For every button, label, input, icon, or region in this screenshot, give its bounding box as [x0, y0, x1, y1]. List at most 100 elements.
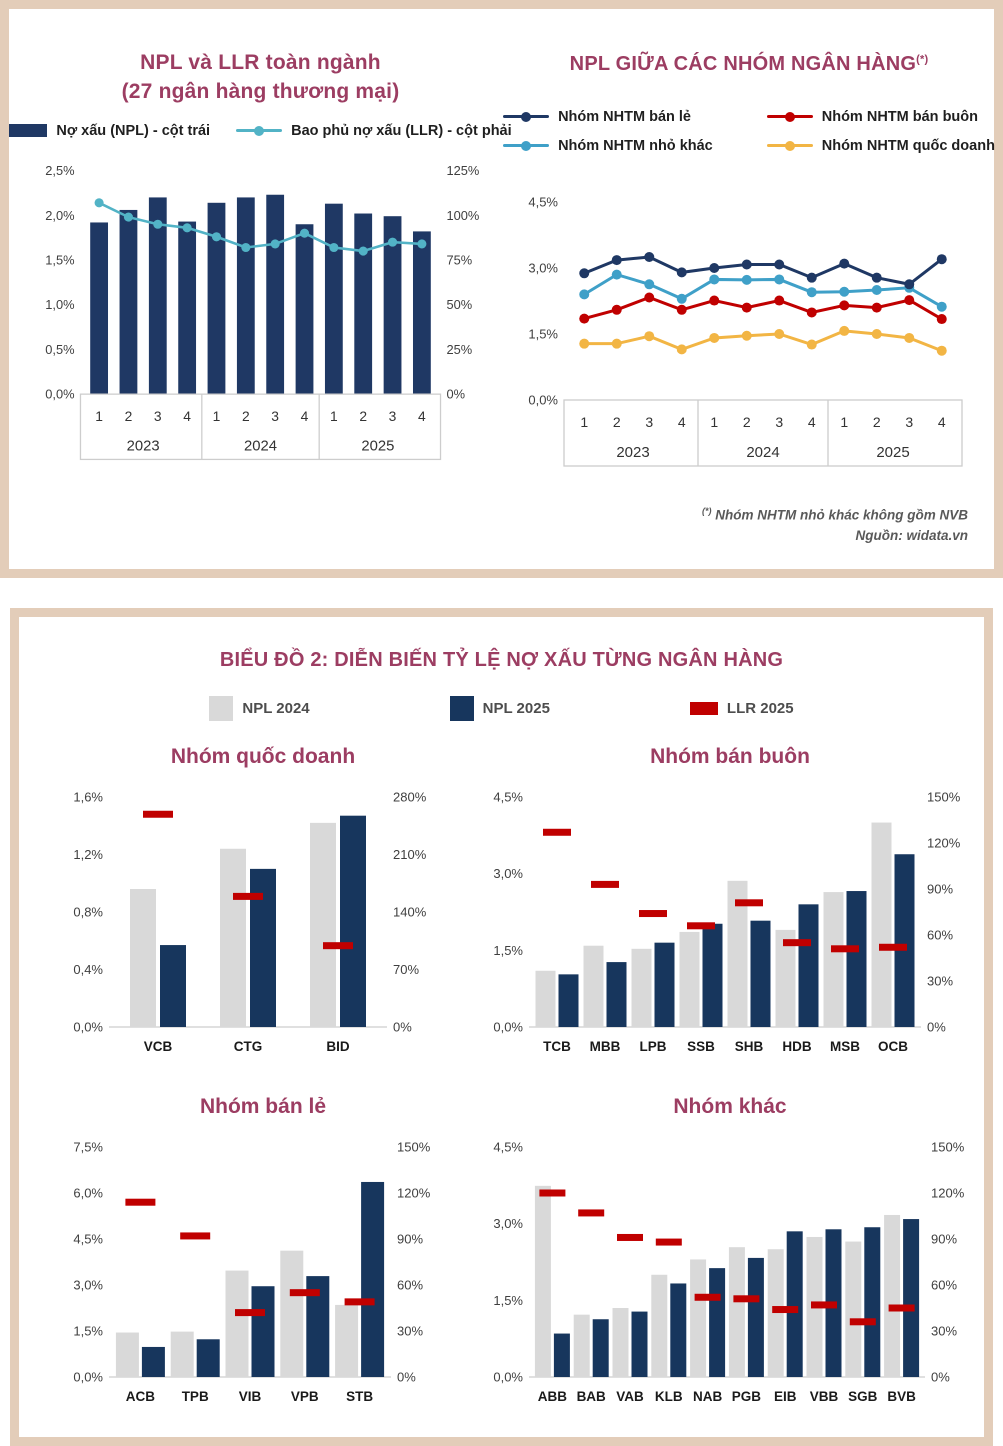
- svg-text:140%: 140%: [393, 905, 427, 920]
- svg-text:4: 4: [301, 408, 309, 424]
- svg-text:0%: 0%: [927, 1020, 946, 1035]
- svg-text:3,0%: 3,0%: [493, 1216, 523, 1231]
- figure-npl-groups: NPL GIỮA CÁC NHÓM NGÂN HÀNG(*) Nhóm NHTM…: [503, 51, 995, 482]
- legend-item: Nhóm NHTM bán lẻ: [503, 109, 713, 125]
- svg-text:1,5%: 1,5%: [45, 252, 74, 267]
- svg-text:30%: 30%: [397, 1324, 423, 1339]
- footnote-text: Nhóm NHTM nhỏ khác không gồm NVB: [711, 507, 968, 523]
- svg-text:2024: 2024: [244, 438, 277, 454]
- svg-text:EIB: EIB: [774, 1389, 797, 1404]
- svg-text:3: 3: [389, 408, 397, 424]
- figure-npl-llr-industry: NPL và LLR toàn ngành (27 ngân hàng thươ…: [9, 49, 512, 477]
- chart-title-industry-line1: NPL và LLR toàn ngành: [140, 51, 381, 74]
- chart-title-quoc-doanh: Nhóm quốc doanh: [170, 745, 356, 768]
- svg-text:0,0%: 0,0%: [493, 1020, 523, 1035]
- chart-quoc-doanh: 0,0% 0,4% 0,8% 1,2% 1,6% 0% 70% 140% 210% 280% VCB…: [47, 781, 479, 1077]
- chart-title-ban-le: Nhóm bán lẻ: [199, 1095, 326, 1118]
- chart-svg: 0,0% 1,5% 3,0% 4,5% 6,0% 7,5% 0% 30% 60% 90% 120% 1…: [73, 1140, 431, 1405]
- chart-svg: 0,0% 1,5% 3,0% 4,5% 1 2 3 4 2023 1 2 3 4 2024 1 2 3 4 2025: [528, 194, 963, 467]
- panel-industry-overview: NPL và LLR toàn ngành (27 ngân hàng thươ…: [0, 0, 1003, 578]
- panel-bank-npl-detail: BIỂU ĐỒ 2: DIỄN BIẾN TỶ LỆ NỢ XẤU TỪNG N…: [10, 608, 993, 1446]
- svg-text:125%: 125%: [446, 163, 479, 178]
- svg-text:SHB: SHB: [735, 1039, 764, 1054]
- svg-text:1: 1: [330, 408, 338, 424]
- svg-text:0%: 0%: [393, 1020, 412, 1035]
- svg-text:2: 2: [242, 408, 250, 424]
- legend-label: NPL 2025: [482, 700, 550, 717]
- svg-text:1,5%: 1,5%: [528, 326, 558, 341]
- figure-khac: Nhóm khác 0,0% 1,5% 3,0% 4,5% 0% 30% 60% 90% 120…: [481, 1095, 979, 1427]
- svg-text:3: 3: [271, 408, 279, 424]
- svg-text:VBB: VBB: [810, 1389, 839, 1404]
- svg-text:CTG: CTG: [234, 1039, 263, 1054]
- legend-swatch: [689, 702, 718, 715]
- legend-label: Nhóm NHTM bán lẻ: [558, 108, 691, 125]
- svg-text:2,5%: 2,5%: [45, 163, 74, 178]
- svg-text:100%: 100%: [446, 208, 479, 223]
- chart-svg: 0,0% 0,4% 0,8% 1,2% 1,6% 0% 70% 140% 210% 280% VCB…: [73, 790, 427, 1055]
- chart-title-ban-buon: Nhóm bán buôn: [650, 745, 810, 768]
- svg-text:LPB: LPB: [640, 1039, 667, 1054]
- chart-title-groups-sup: (*): [916, 53, 929, 66]
- svg-text:3,0%: 3,0%: [493, 866, 523, 881]
- svg-text:BID: BID: [326, 1039, 350, 1054]
- svg-text:0,0%: 0,0%: [528, 392, 558, 407]
- svg-text:60%: 60%: [397, 1278, 423, 1293]
- svg-text:60%: 60%: [927, 928, 953, 943]
- svg-text:0,0%: 0,0%: [73, 1020, 103, 1035]
- svg-text:60%: 60%: [931, 1278, 957, 1293]
- legend-label: Nhóm NHTM bán buôn: [821, 108, 979, 125]
- svg-text:MSB: MSB: [830, 1039, 860, 1054]
- svg-text:TPB: TPB: [182, 1389, 209, 1404]
- svg-text:1,5%: 1,5%: [73, 1324, 103, 1339]
- legend-label: Bao phủ nợ xấu (LLR) - cột phải: [291, 122, 512, 139]
- svg-text:25%: 25%: [446, 342, 472, 357]
- svg-text:4: 4: [678, 414, 686, 430]
- svg-text:1,6%: 1,6%: [73, 790, 103, 805]
- svg-text:6,0%: 6,0%: [73, 1186, 103, 1201]
- svg-text:280%: 280%: [393, 790, 427, 805]
- svg-text:150%: 150%: [927, 790, 961, 805]
- svg-text:3: 3: [775, 414, 783, 430]
- svg-text:VCB: VCB: [144, 1039, 173, 1054]
- svg-text:30%: 30%: [931, 1324, 957, 1339]
- svg-text:4: 4: [418, 408, 426, 424]
- legend-swatch: [449, 696, 474, 721]
- legend-industry: Nợ xấu (NPL) - cột trái Bao phủ nợ xấu (L…: [9, 123, 512, 139]
- legend-groups: Nhóm NHTM bán lẻ Nhóm NHTM bán buôn Nhóm N…: [503, 108, 995, 154]
- legend-line-dot-marker: [503, 140, 550, 151]
- svg-text:0%: 0%: [931, 1370, 950, 1385]
- svg-text:0,0%: 0,0%: [493, 1370, 523, 1385]
- figure-quoc-doanh: Nhóm quốc doanh 0,0% 0,4% 0,8% 1,2% 1,6% 0% 70…: [47, 745, 479, 1077]
- figure-ban-le: Nhóm bán lẻ 0,0% 1,5% 3,0% 4,5% 6,0% 7,5% 0% 30…: [47, 1095, 479, 1427]
- svg-text:PGB: PGB: [732, 1389, 762, 1404]
- svg-text:90%: 90%: [927, 882, 953, 897]
- legend-line-dot-marker: [766, 140, 813, 151]
- legend-item: Nhóm NHTM quốc doanh: [766, 138, 995, 154]
- legend-item: NPL 2024: [209, 696, 310, 721]
- svg-text:HDB: HDB: [782, 1039, 811, 1054]
- svg-text:3: 3: [154, 408, 162, 424]
- svg-text:2,0%: 2,0%: [45, 208, 74, 223]
- svg-text:BVB: BVB: [887, 1389, 916, 1404]
- svg-text:150%: 150%: [397, 1140, 431, 1155]
- svg-text:STB: STB: [346, 1389, 373, 1404]
- svg-text:3,0%: 3,0%: [73, 1278, 103, 1293]
- footnote-line: (*) Nhóm NHTM nhỏ khác không gồm NVB: [702, 505, 968, 526]
- legend-bank-charts: NPL 2024 NPL 2025 LLR 2025: [19, 696, 984, 721]
- svg-text:70%: 70%: [393, 962, 419, 977]
- svg-text:2: 2: [613, 414, 621, 430]
- svg-text:1,5%: 1,5%: [493, 1293, 523, 1308]
- svg-text:NAB: NAB: [693, 1389, 722, 1404]
- chart-ban-buon: 0,0% 1,5% 3,0% 4,5% 0% 30% 60% 90% 120% 150% TCB MB…: [481, 781, 979, 1077]
- svg-text:1: 1: [840, 414, 848, 430]
- legend-item: Nợ xấu (NPL) - cột trái: [9, 123, 210, 139]
- svg-text:2: 2: [873, 414, 881, 430]
- legend-label: LLR 2025: [726, 700, 794, 717]
- svg-text:TCB: TCB: [543, 1039, 571, 1054]
- legend-item: Bao phủ nợ xấu (LLR) - cột phải: [236, 123, 512, 139]
- svg-text:4,5%: 4,5%: [493, 1140, 523, 1155]
- svg-text:90%: 90%: [931, 1232, 957, 1247]
- chart-title-groups: NPL GIỮA CÁC NHÓM NGÂN HÀNG(*): [509, 51, 989, 79]
- legend-swatch: [209, 696, 234, 721]
